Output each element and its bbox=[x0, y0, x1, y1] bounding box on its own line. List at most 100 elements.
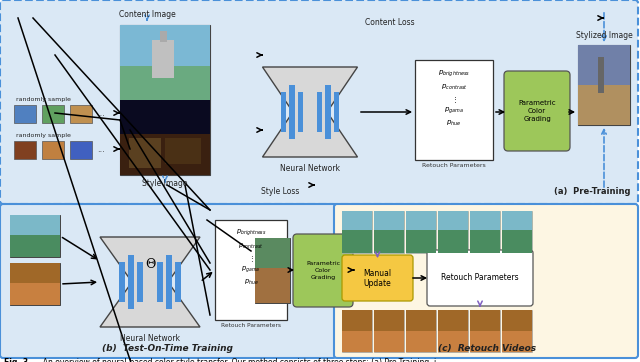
Polygon shape bbox=[100, 237, 200, 327]
Bar bbox=[70, 105, 92, 123]
Bar bbox=[119, 262, 125, 302]
Bar bbox=[10, 283, 60, 305]
Bar bbox=[578, 45, 630, 85]
Text: Content Image: Content Image bbox=[118, 10, 175, 19]
Text: randomly sample: randomly sample bbox=[16, 133, 71, 138]
Text: Stylized Image: Stylized Image bbox=[575, 31, 632, 40]
Text: Manual: Manual bbox=[364, 269, 392, 278]
Bar bbox=[470, 211, 500, 230]
Bar bbox=[255, 238, 290, 268]
Bar bbox=[438, 230, 468, 253]
Bar bbox=[342, 211, 372, 253]
Bar bbox=[128, 255, 134, 309]
Bar bbox=[578, 85, 630, 125]
Polygon shape bbox=[262, 67, 358, 157]
Bar bbox=[470, 310, 500, 331]
Text: Parametric: Parametric bbox=[518, 100, 556, 106]
Bar bbox=[470, 331, 500, 352]
Bar bbox=[374, 331, 404, 352]
Bar bbox=[374, 230, 404, 253]
Text: $p_{hue}$: $p_{hue}$ bbox=[446, 118, 461, 127]
Bar bbox=[438, 310, 468, 352]
Bar bbox=[406, 211, 436, 230]
Bar bbox=[166, 255, 172, 309]
Text: $p_{gama}$: $p_{gama}$ bbox=[241, 265, 260, 275]
Bar bbox=[374, 211, 404, 230]
Bar bbox=[165, 138, 201, 164]
Text: $p_{contrast}$: $p_{contrast}$ bbox=[440, 83, 467, 92]
Bar bbox=[374, 310, 404, 352]
Bar bbox=[415, 60, 493, 160]
Text: Grading: Grading bbox=[523, 116, 551, 122]
Bar bbox=[70, 141, 92, 159]
Bar bbox=[342, 310, 372, 331]
Bar bbox=[342, 331, 372, 352]
Bar bbox=[120, 66, 210, 100]
Text: $p_{hue}$: $p_{hue}$ bbox=[244, 277, 259, 287]
Bar bbox=[502, 331, 532, 352]
Bar bbox=[438, 331, 468, 352]
Bar bbox=[325, 85, 331, 139]
Bar bbox=[470, 310, 500, 352]
Text: An overview of neural-based color style transfer. Our method consists of three s: An overview of neural-based color style … bbox=[38, 358, 436, 362]
Bar bbox=[470, 230, 500, 253]
Bar bbox=[42, 105, 64, 123]
Text: Style Image: Style Image bbox=[142, 179, 188, 188]
Text: Retouch Parameters: Retouch Parameters bbox=[221, 323, 281, 328]
Text: Neural Network: Neural Network bbox=[120, 334, 180, 343]
Bar bbox=[42, 141, 64, 159]
Text: Content Loss: Content Loss bbox=[365, 18, 415, 27]
Bar bbox=[342, 211, 372, 230]
Bar bbox=[502, 310, 532, 331]
Bar bbox=[175, 262, 180, 302]
Text: Neural Network: Neural Network bbox=[280, 164, 340, 173]
Text: Retouch Parameters: Retouch Parameters bbox=[422, 163, 486, 168]
FancyBboxPatch shape bbox=[0, 0, 638, 204]
Text: Color: Color bbox=[528, 108, 546, 114]
Bar bbox=[157, 262, 163, 302]
Bar bbox=[10, 215, 60, 235]
FancyBboxPatch shape bbox=[0, 204, 336, 358]
Bar bbox=[14, 141, 36, 159]
Bar bbox=[406, 310, 436, 352]
Bar bbox=[438, 211, 468, 230]
Bar bbox=[120, 25, 210, 66]
Bar bbox=[137, 262, 143, 302]
Bar bbox=[298, 92, 303, 132]
Bar bbox=[406, 310, 436, 331]
FancyBboxPatch shape bbox=[334, 204, 638, 358]
Bar bbox=[470, 211, 500, 253]
Text: (c)  Retouch Videos: (c) Retouch Videos bbox=[438, 344, 536, 353]
FancyBboxPatch shape bbox=[504, 71, 570, 151]
Bar bbox=[406, 211, 436, 253]
Bar bbox=[10, 215, 60, 257]
Text: (b)  Test-On-Time Training: (b) Test-On-Time Training bbox=[102, 344, 234, 353]
Bar bbox=[152, 40, 174, 77]
Bar bbox=[374, 310, 404, 331]
FancyBboxPatch shape bbox=[293, 234, 353, 307]
Text: $p_{brightness}$: $p_{brightness}$ bbox=[438, 69, 470, 79]
Bar bbox=[438, 211, 468, 253]
Bar bbox=[10, 263, 60, 283]
Text: Update: Update bbox=[364, 278, 392, 287]
Text: (a)  Pre-Training: (a) Pre-Training bbox=[554, 187, 631, 196]
Bar bbox=[10, 235, 60, 257]
Text: $\vdots$: $\vdots$ bbox=[248, 254, 254, 264]
Bar bbox=[120, 100, 210, 134]
Bar bbox=[406, 230, 436, 253]
Bar bbox=[342, 230, 372, 253]
Bar bbox=[502, 230, 532, 253]
Bar bbox=[10, 263, 60, 305]
Bar bbox=[374, 211, 404, 253]
FancyBboxPatch shape bbox=[342, 255, 413, 301]
Bar bbox=[342, 310, 372, 352]
Text: $\vdots$: $\vdots$ bbox=[451, 95, 457, 105]
FancyBboxPatch shape bbox=[427, 250, 533, 306]
Bar bbox=[120, 134, 210, 175]
Bar bbox=[281, 92, 286, 132]
Bar bbox=[502, 310, 532, 352]
Bar bbox=[255, 238, 290, 303]
Bar bbox=[255, 268, 290, 303]
Bar bbox=[502, 211, 532, 230]
Bar bbox=[120, 25, 210, 100]
